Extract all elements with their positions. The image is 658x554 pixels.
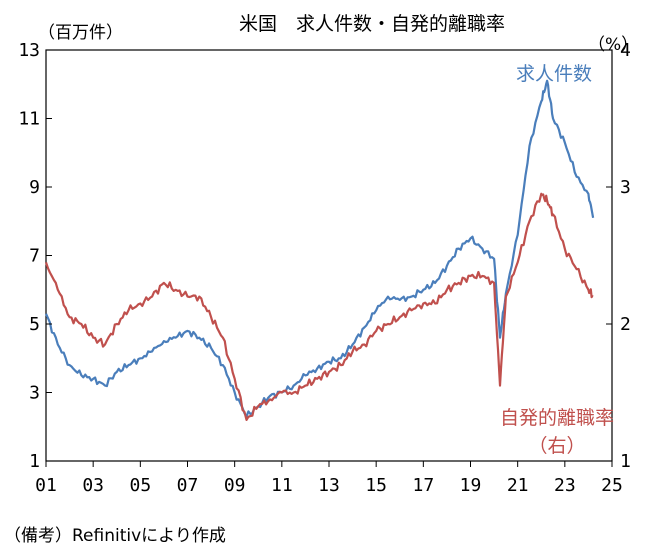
y-left-tick-label: 1: [29, 451, 40, 472]
x-tick-label: 19: [460, 475, 482, 496]
y-left-tick-label: 9: [29, 177, 40, 198]
y-right-tick-label: 1: [620, 451, 631, 472]
x-tick-label: 07: [177, 475, 199, 496]
x-tick-label: 05: [129, 475, 151, 496]
series-line-1: [44, 79, 595, 418]
y-right-tick-label: 2: [620, 314, 631, 335]
y-right-tick-label: 3: [620, 177, 631, 198]
y-left-tick-label: 7: [29, 246, 40, 267]
series-line-2: [44, 192, 594, 421]
y-right-unit-label: （%）: [588, 35, 638, 55]
y-left-tick-label: 11: [18, 109, 40, 130]
series-label-quits-axis-note: （右）: [528, 435, 585, 457]
x-tick-label: 25: [601, 475, 623, 496]
y-left-tick-label: 13: [18, 40, 40, 61]
x-tick-label: 03: [82, 475, 104, 496]
x-tick-label: 13: [318, 475, 340, 496]
x-tick-label: 11: [271, 475, 293, 496]
chart-title: 米国 求人件数・自発的離職率: [239, 13, 505, 35]
x-tick-label: 17: [412, 475, 434, 496]
x-tick-label: 23: [554, 475, 576, 496]
y-left-unit-label: （百万件）: [38, 23, 123, 43]
plot-frame: [45, 49, 613, 462]
x-tick-label: 01: [35, 475, 57, 496]
source-note: （備考）Refinitivにより作成: [4, 526, 226, 546]
y-right-tick-label: 4: [620, 40, 631, 61]
y-left-tick-label: 5: [29, 314, 40, 335]
series-label-job-openings: 求人件数: [516, 63, 592, 85]
series-label-quits-rate: 自発的離職率: [500, 407, 614, 429]
x-tick-label: 15: [365, 475, 387, 496]
x-tick-label: 21: [507, 475, 529, 496]
x-tick-label: 09: [224, 475, 246, 496]
y-left-tick-label: 3: [29, 383, 40, 404]
